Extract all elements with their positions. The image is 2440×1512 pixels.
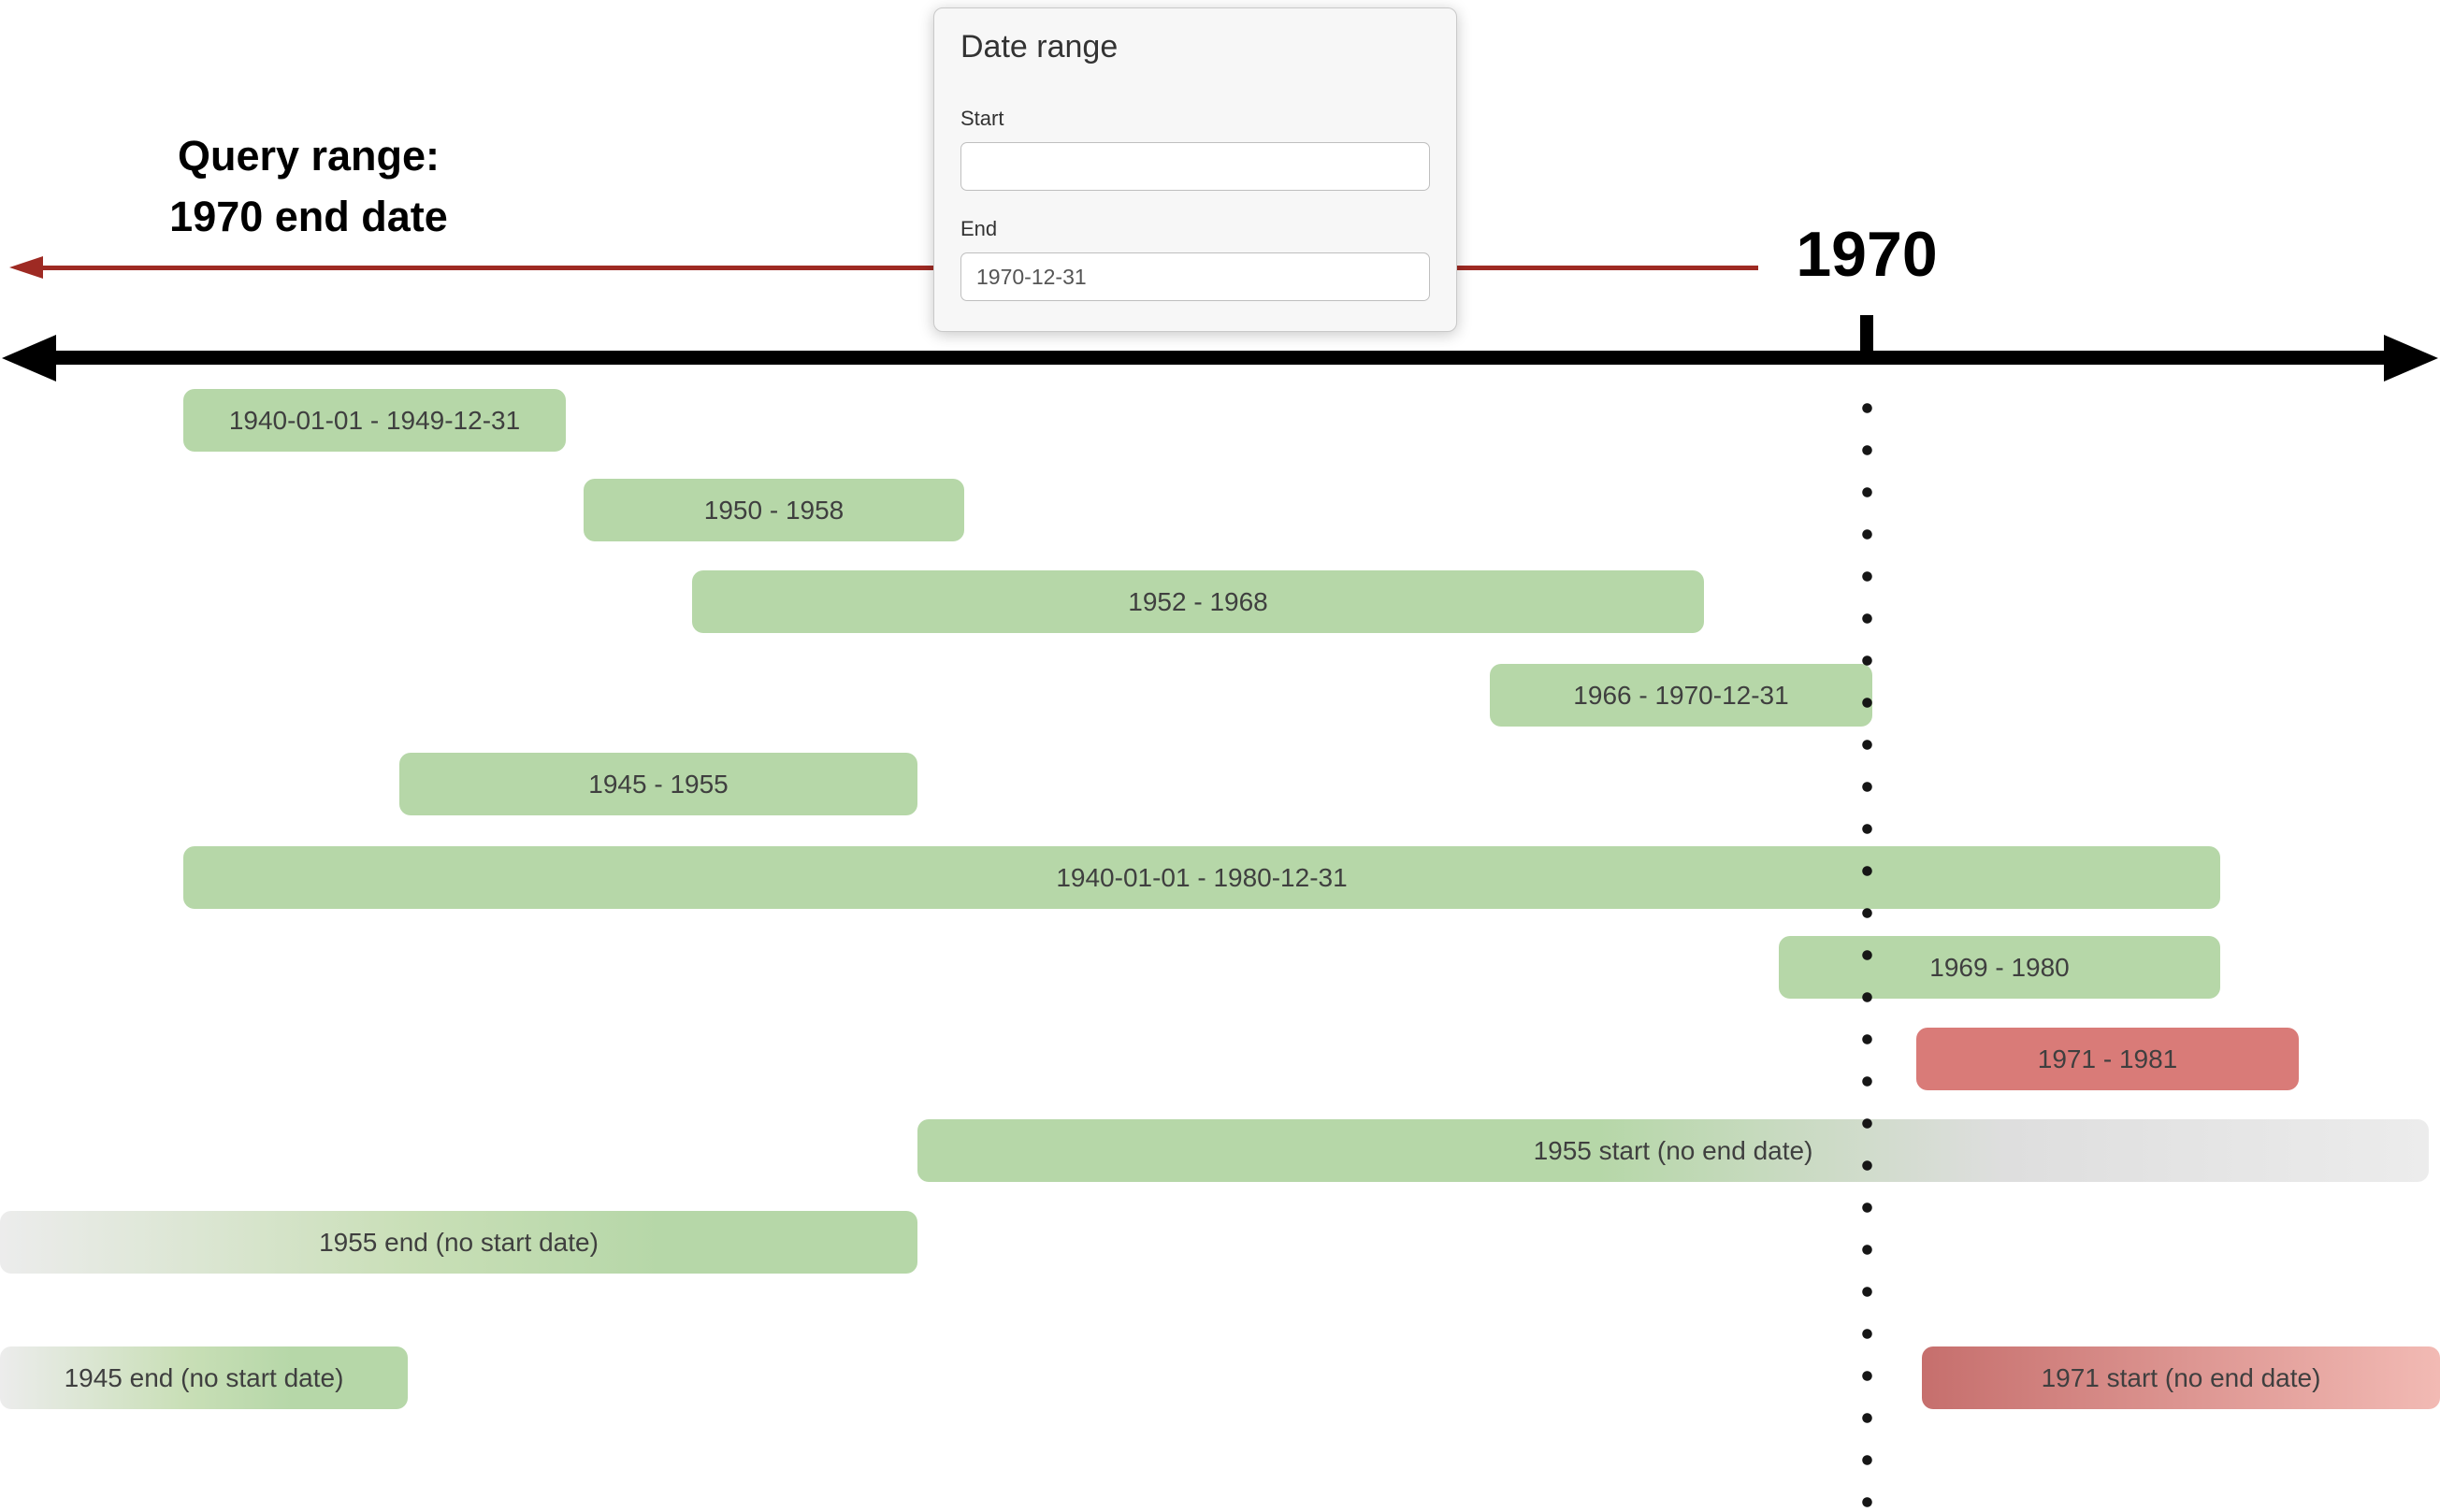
bar-1940-01-01-1980-12-31: 1940-01-01 - 1980-12-31 (183, 846, 2220, 909)
panel-title: Date range (960, 29, 1119, 65)
timeline-axis (39, 351, 2401, 365)
bar-1971-start-no-end-date: 1971 start (no end date) (1922, 1346, 2440, 1409)
axis-arrowhead-right-icon (2384, 335, 2438, 382)
bar-1971-1981: 1971 - 1981 (1916, 1028, 2299, 1090)
bar-1955-start-no-end-date: 1955 start (no end date) (917, 1119, 2429, 1182)
bar-1955-end-no-start-date: 1955 end (no start date) (0, 1211, 917, 1274)
bar-1945-end-no-start-date: 1945 end (no start date) (0, 1346, 408, 1409)
left-arrowhead-icon (9, 256, 43, 279)
year-marker-1970: 1970 (1796, 219, 1938, 290)
bar-1966-1970-12-31: 1966 - 1970-12-31 (1490, 664, 1872, 727)
bar-1950-1958: 1950 - 1958 (584, 479, 964, 541)
date-range-panel: Date range Start End (933, 7, 1457, 332)
bar-1952-1968: 1952 - 1968 (692, 570, 1704, 633)
start-field-label: Start (960, 107, 1004, 130)
bar-1969-1980: 1969 - 1980 (1779, 936, 2220, 999)
query-range-line2: 1970 end date (169, 193, 448, 241)
bar-1940-01-01-1949-12-31: 1940-01-01 - 1949-12-31 (183, 389, 566, 452)
bar-1945-1955: 1945 - 1955 (399, 753, 917, 815)
query-cutoff-dotted-line (1862, 387, 1872, 1512)
start-date-input[interactable] (960, 142, 1430, 191)
query-range-annotation: Query range: 1970 end date (112, 125, 505, 248)
end-field-label: End (960, 217, 998, 240)
year-tick (1860, 315, 1873, 354)
query-range-arrow (9, 256, 1758, 279)
query-range-line1: Query range: (177, 132, 440, 180)
axis-arrowhead-left-icon (2, 335, 56, 382)
end-date-input[interactable] (960, 252, 1430, 301)
